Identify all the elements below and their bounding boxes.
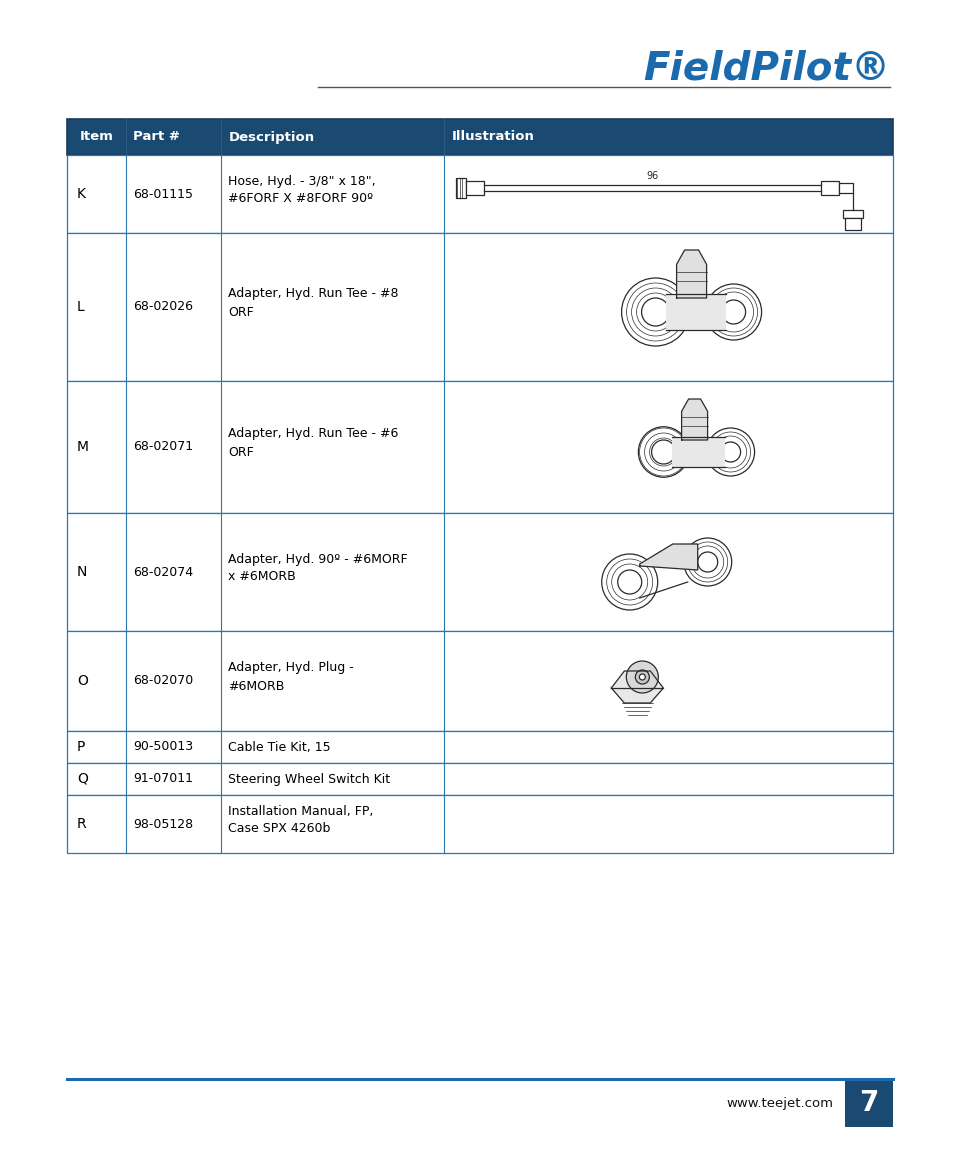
Bar [67,731,892,763]
Text: N: N [77,564,88,580]
Text: Description: Description [228,131,314,144]
Text: Adapter, Hyd. Run Tee - #8
ORF: Adapter, Hyd. Run Tee - #8 ORF [228,287,398,319]
Bar [67,155,892,233]
Circle shape [720,442,740,462]
Circle shape [639,675,644,680]
Polygon shape [639,544,697,570]
Circle shape [626,661,658,693]
Text: 68-01115: 68-01115 [133,188,193,201]
Text: O: O [77,675,88,688]
Polygon shape [676,250,706,298]
Bar [67,119,892,155]
Bar [842,210,862,218]
Bar [67,513,892,630]
Text: Adapter, Hyd. Plug -
#6MORB: Adapter, Hyd. Plug - #6MORB [228,662,354,692]
Bar [456,178,466,198]
Circle shape [641,298,669,326]
Bar [67,763,892,795]
Text: Item: Item [80,131,113,144]
Text: 90-50013: 90-50013 [133,741,193,753]
Text: M: M [77,440,89,454]
Text: 68-02071: 68-02071 [133,440,193,453]
Text: Part #: Part # [133,131,180,144]
Text: K: K [77,187,86,201]
Text: P: P [77,739,85,755]
Circle shape [635,670,649,684]
Bar [67,381,892,513]
Text: www.teejet.com: www.teejet.com [725,1096,832,1109]
Bar [838,183,852,194]
Text: R: R [77,817,87,831]
Text: 68-02026: 68-02026 [133,300,193,313]
Bar [821,181,838,195]
Text: Hose, Hyd. - 3/8" x 18",
#6FORF X #8FORF 90º: Hose, Hyd. - 3/8" x 18", #6FORF X #8FORF… [228,175,375,205]
Text: 68-02074: 68-02074 [133,566,193,578]
Bar [844,218,861,229]
Circle shape [617,570,641,595]
Text: FieldPilot®: FieldPilot® [642,49,889,87]
Text: Adapter, Hyd. Run Tee - #6
ORF: Adapter, Hyd. Run Tee - #6 ORF [228,428,398,459]
Circle shape [697,552,717,573]
Text: L: L [77,300,85,314]
Text: 96: 96 [646,172,659,181]
Bar [844,1079,892,1127]
Bar [67,119,892,155]
Bar [67,233,892,381]
Text: Steering Wheel Switch Kit: Steering Wheel Switch Kit [228,773,390,786]
Bar [466,181,484,195]
Circle shape [720,300,745,325]
Text: 91-07011: 91-07011 [133,773,193,786]
Text: Illustration: Illustration [451,131,534,144]
Circle shape [651,440,675,464]
Bar [67,630,892,731]
Text: 98-05128: 98-05128 [133,817,193,831]
Text: 68-02070: 68-02070 [133,675,193,687]
Text: Cable Tie Kit, 15: Cable Tie Kit, 15 [228,741,331,753]
Bar [665,294,725,330]
Text: 7: 7 [859,1089,878,1117]
Polygon shape [611,671,662,704]
Text: Installation Manual, FP,
Case SPX 4260b: Installation Manual, FP, Case SPX 4260b [228,804,374,836]
Text: Adapter, Hyd. 90º - #6MORF
x #6MORB: Adapter, Hyd. 90º - #6MORF x #6MORB [228,553,408,583]
Bar [67,795,892,853]
Bar [671,437,724,467]
Text: Q: Q [77,772,88,786]
Polygon shape [680,399,707,440]
